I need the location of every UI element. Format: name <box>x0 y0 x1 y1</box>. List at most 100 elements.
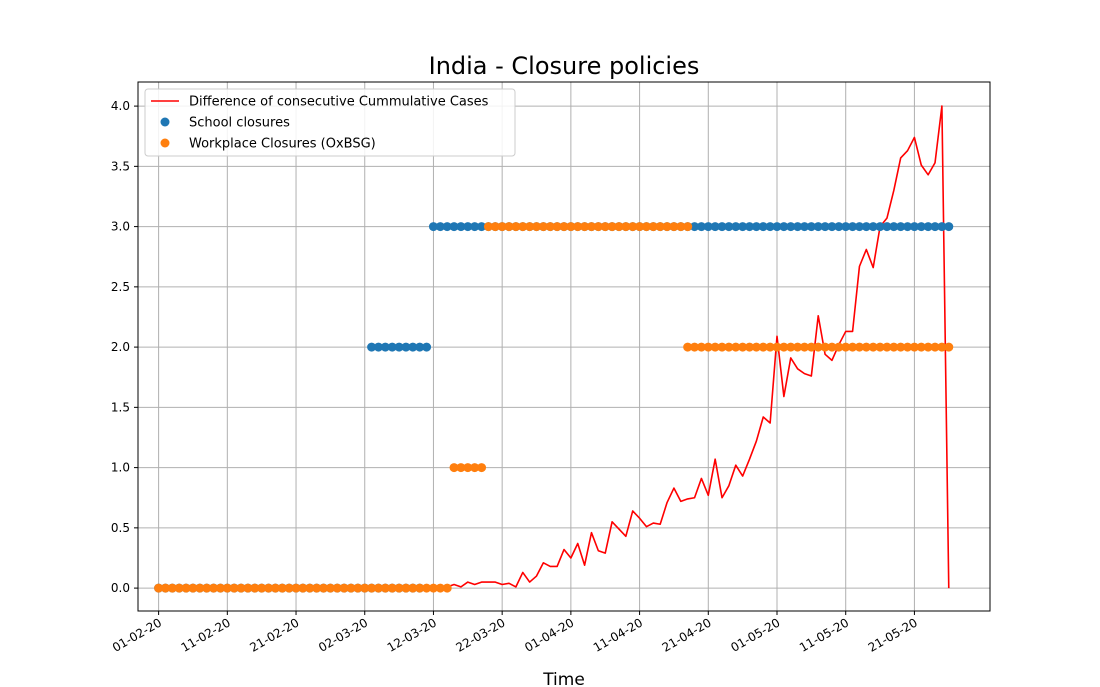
workplace-closure-point <box>305 583 315 593</box>
school-closure-point <box>923 222 933 232</box>
workplace-closure-point <box>882 342 892 352</box>
plot-area <box>154 105 954 593</box>
school-closure-point <box>435 222 445 232</box>
workplace-closure-point <box>566 222 576 232</box>
workplace-closure-point <box>738 342 748 352</box>
workplace-closure-point <box>758 342 768 352</box>
workplace-closure-point <box>545 222 555 232</box>
workplace-closure-point <box>195 583 205 593</box>
workplace-closure-point <box>765 342 775 352</box>
school-closure-point <box>703 222 713 232</box>
workplace-closure-point <box>806 342 816 352</box>
workplace-closure-point <box>483 222 493 232</box>
workplace-closure-point <box>209 583 219 593</box>
workplace-closure-point <box>854 342 864 352</box>
school-closure-point <box>690 222 700 232</box>
workplace-closure-point <box>367 583 377 593</box>
workplace-closure-point <box>167 583 177 593</box>
workplace-closure-point <box>827 342 837 352</box>
workplace-closure-point <box>628 222 638 232</box>
legend-label-school: School closures <box>189 116 290 131</box>
school-closure-point <box>710 222 720 232</box>
workplace-closure-point <box>284 583 294 593</box>
y-tick-label: 4.0 <box>111 99 130 113</box>
workplace-closure-point <box>710 342 720 352</box>
y-tick-label: 3.0 <box>111 220 130 234</box>
school-closure-point <box>854 222 864 232</box>
school-closure-point <box>861 222 871 232</box>
school-closure-point <box>813 222 823 232</box>
workplace-closure-point <box>669 222 679 232</box>
workplace-closure-point <box>264 583 274 593</box>
workplace-closure-point <box>779 342 789 352</box>
workplace-closure-point <box>930 342 940 352</box>
workplace-closure-point <box>593 222 603 232</box>
workplace-closure-point <box>222 583 232 593</box>
workplace-closure-point <box>717 342 727 352</box>
workplace-closure-point <box>490 222 500 232</box>
workplace-closure-point <box>380 583 390 593</box>
workplace-closure-point <box>696 342 706 352</box>
workplace-closure-point <box>291 583 301 593</box>
legend-label-workplace: Workplace Closures (OxBSG) <box>189 137 376 152</box>
school-closure-point <box>909 222 919 232</box>
workplace-closure-point <box>470 463 480 473</box>
workplace-closure-point <box>861 342 871 352</box>
y-tick-label: 2.0 <box>111 340 130 354</box>
workplace-closure-point <box>724 342 734 352</box>
workplace-closure-point <box>229 583 239 593</box>
school-closure-point <box>896 222 906 232</box>
school-closure-point <box>751 222 761 232</box>
workplace-closure-point <box>511 222 521 232</box>
workplace-closure-point <box>257 583 267 593</box>
school-closure-point <box>930 222 940 232</box>
workplace-closure-point <box>635 222 645 232</box>
school-closure-point <box>463 222 473 232</box>
school-closure-point <box>401 342 411 352</box>
workplace-closure-point <box>277 583 287 593</box>
workplace-closure-point <box>586 222 596 232</box>
workplace-closure-point <box>236 583 246 593</box>
workplace-closure-point <box>648 222 658 232</box>
axes-frame <box>137 81 991 612</box>
workplace-closure-point <box>621 222 631 232</box>
school-closure-point <box>717 222 727 232</box>
workplace-closure-point <box>456 463 466 473</box>
workplace-closure-point <box>346 583 356 593</box>
y-tick-label: 0.0 <box>111 581 130 595</box>
y-tick-label: 2.5 <box>111 280 130 294</box>
workplace-closure-point <box>731 342 741 352</box>
workplace-closure-point <box>889 342 899 352</box>
legend-workplace-swatch <box>160 138 170 148</box>
school-closure-point <box>477 222 487 232</box>
school-closure-point <box>373 342 383 352</box>
workplace-closure-point <box>518 222 528 232</box>
workplace-closure-point <box>573 222 583 232</box>
cases-line <box>158 105 950 589</box>
workplace-closure-point <box>848 342 858 352</box>
school-closure-point <box>848 222 858 232</box>
workplace-closure-point <box>745 342 755 352</box>
school-closure-point <box>916 222 926 232</box>
school-closure-point <box>903 222 913 232</box>
workplace-closure-point <box>676 222 686 232</box>
workplace-closure-point <box>332 583 342 593</box>
workplace-closure-point <box>580 222 590 232</box>
school-closure-point <box>380 342 390 352</box>
workplace-closure-point <box>463 463 473 473</box>
workplace-closure-point <box>339 583 349 593</box>
school-closure-point <box>724 222 734 232</box>
workplace-closure-point <box>799 342 809 352</box>
school-closure-point <box>470 222 480 232</box>
school-closure-point <box>875 222 885 232</box>
workplace-closure-point <box>614 222 624 232</box>
workplace-closure-point <box>422 583 432 593</box>
school-closure-point <box>799 222 809 232</box>
workplace-closure-point <box>655 222 665 232</box>
workplace-closure-point <box>202 583 212 593</box>
workplace-closure-point <box>772 342 782 352</box>
workplace-closure-point <box>607 222 617 232</box>
legend-box <box>144 88 516 157</box>
workplace-closure-point <box>662 222 672 232</box>
workplace-closure-point <box>916 342 926 352</box>
